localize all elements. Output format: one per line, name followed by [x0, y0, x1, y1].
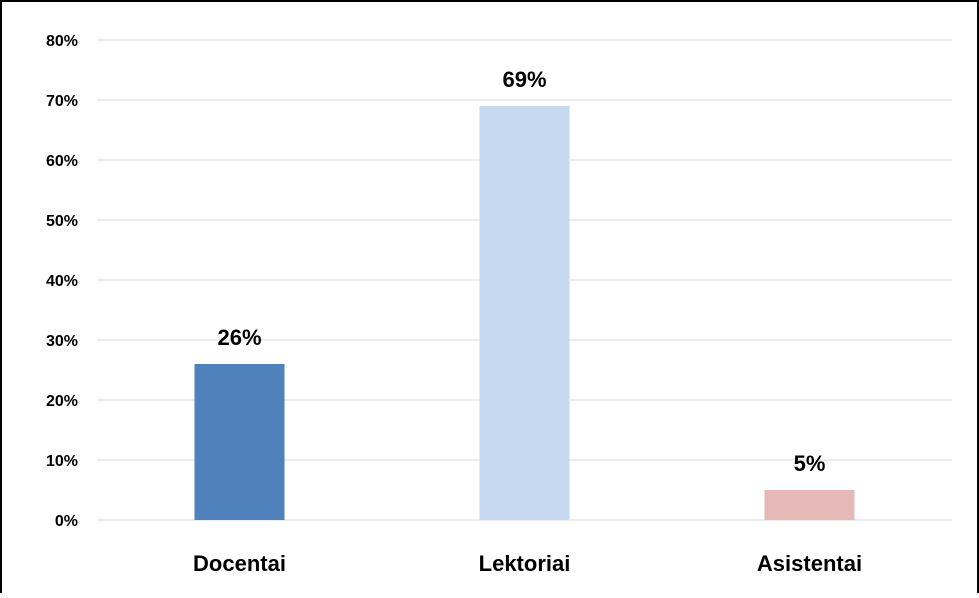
x-category-label-lektoriai: Lektoriai [479, 551, 571, 576]
y-tick-label: 30% [46, 333, 78, 350]
data-label-docentai: 26% [217, 325, 261, 350]
y-tick-label: 10% [46, 453, 78, 470]
bar-lektoriai [479, 106, 570, 520]
bars [194, 106, 855, 520]
y-tick-label: 60% [46, 153, 78, 170]
bar-docentai [194, 364, 285, 520]
y-tick-label: 70% [46, 93, 78, 110]
bar-asistentai [764, 490, 855, 520]
y-tick-label: 40% [46, 273, 78, 290]
y-axis-tick-labels: 0% 10% 20% 30% 40% 50% 60% 70% 80% [46, 33, 78, 530]
y-tick-label: 0% [55, 513, 78, 530]
x-axis-category-labels: Docentai Lektoriai Asistentai [193, 551, 862, 576]
y-tick-label: 80% [46, 33, 78, 50]
x-category-label-docentai: Docentai [193, 551, 286, 576]
data-label-lektoriai: 69% [502, 67, 546, 92]
x-category-label-asistentai: Asistentai [757, 551, 862, 576]
data-label-asistentai: 5% [794, 451, 826, 476]
data-labels: 26% 69% 5% [217, 67, 825, 476]
y-tick-label: 20% [46, 393, 78, 410]
y-tick-label: 50% [46, 213, 78, 230]
